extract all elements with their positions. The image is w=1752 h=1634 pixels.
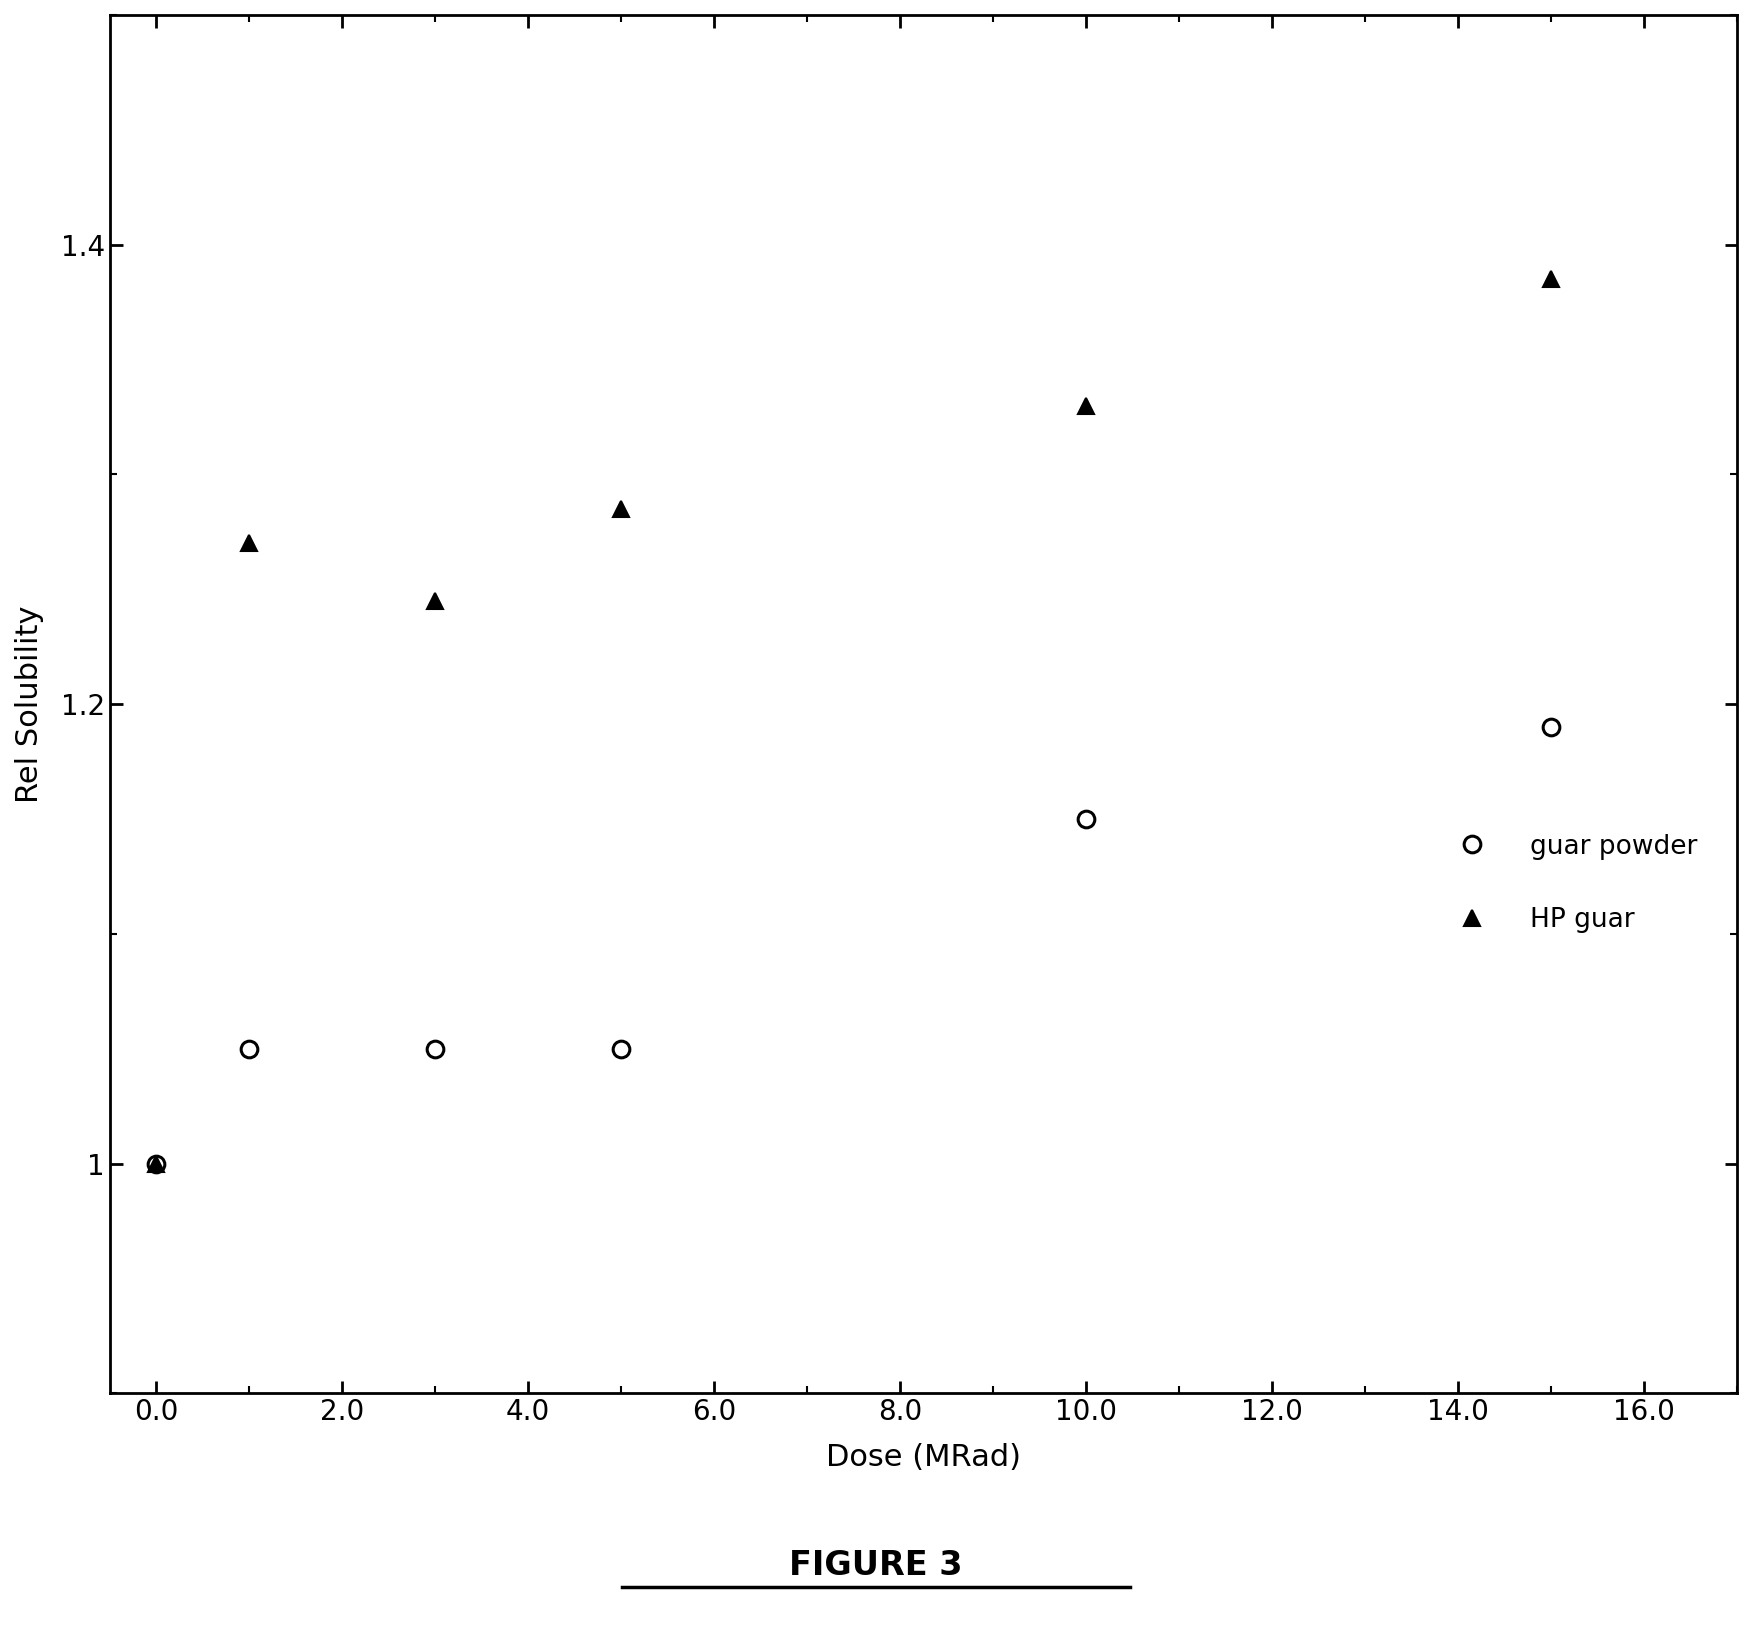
Y-axis label: Rel Solubility: Rel Solubility [16, 606, 44, 802]
X-axis label: Dose (MRad): Dose (MRad) [825, 1443, 1021, 1472]
HP guar [145, 1154, 166, 1173]
Text: FIGURE 3: FIGURE 3 [788, 1549, 964, 1582]
guar powder [424, 1039, 445, 1059]
HP guar [1076, 395, 1097, 415]
Line: guar powder: guar powder [147, 719, 1559, 1172]
guar powder [1540, 717, 1561, 737]
guar powder [1076, 809, 1097, 828]
HP guar [238, 534, 259, 554]
Line: HP guar: HP guar [147, 271, 1559, 1172]
HP guar [424, 592, 445, 611]
HP guar [1540, 270, 1561, 289]
guar powder [611, 1039, 632, 1059]
guar powder [145, 1154, 166, 1173]
guar powder [238, 1039, 259, 1059]
Legend: guar powder, HP guar: guar powder, HP guar [1435, 824, 1708, 944]
HP guar [611, 498, 632, 518]
